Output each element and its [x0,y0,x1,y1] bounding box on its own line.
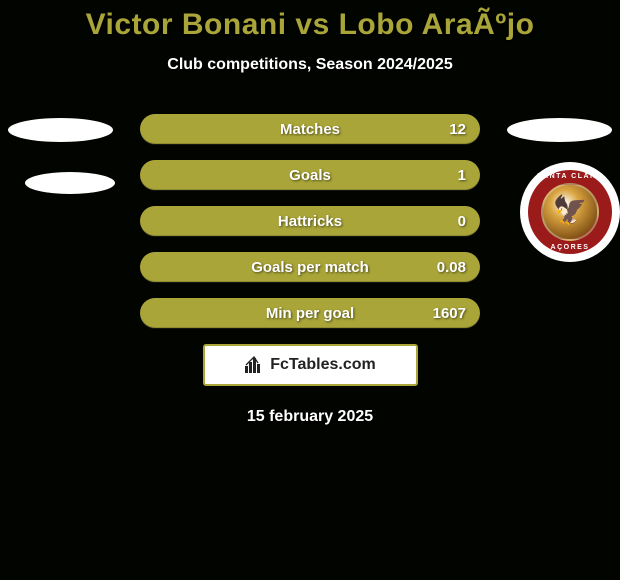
club-badge: SANTA CLARA 🦅 AÇORES [520,162,620,262]
footer-brand-text: FcTables.com [270,356,376,374]
stat-rows: Matches 12 Goals 1 Hattricks 0 Goals per… [140,114,480,328]
stat-label: Hattricks [278,213,342,230]
club-badge-inner: 🦅 [541,183,599,241]
stat-value: 12 [449,121,466,138]
subtitle: Club competitions, Season 2024/2025 [0,56,620,74]
content-wrapper: Victor Bonani vs Lobo AraÃºjo Club compe… [0,0,620,426]
bar-chart-icon [244,356,266,374]
stat-value: 0.08 [437,259,466,276]
stat-value: 0 [458,213,466,230]
club-badge-ring: SANTA CLARA 🦅 AÇORES [528,170,612,254]
stat-value: 1607 [433,305,466,322]
stat-row-goals: Goals 1 [140,160,480,190]
stat-row-goals-per-match: Goals per match 0.08 [140,252,480,282]
stat-label: Goals [289,167,331,184]
badge-text-top: SANTA CLARA [537,173,603,180]
page-title: Victor Bonani vs Lobo AraÃºjo [0,8,620,42]
badge-text-bottom: AÇORES [551,244,590,251]
placeholder-ellipse-left-1 [8,118,113,142]
date-text: 15 february 2025 [0,408,620,426]
stat-label: Goals per match [251,259,369,276]
stat-label: Min per goal [266,305,354,322]
eagle-icon: 🦅 [553,197,588,225]
stat-row-matches: Matches 12 [140,114,480,144]
placeholder-ellipse-right-1 [507,118,612,142]
footer-brand-box: FcTables.com [203,344,418,386]
stats-area: SANTA CLARA 🦅 AÇORES Matches 12 Goals 1 … [0,114,620,426]
stat-value: 1 [458,167,466,184]
stat-row-min-per-goal: Min per goal 1607 [140,298,480,328]
stat-row-hattricks: Hattricks 0 [140,206,480,236]
stat-label: Matches [280,121,340,138]
placeholder-ellipse-left-2 [25,172,115,194]
